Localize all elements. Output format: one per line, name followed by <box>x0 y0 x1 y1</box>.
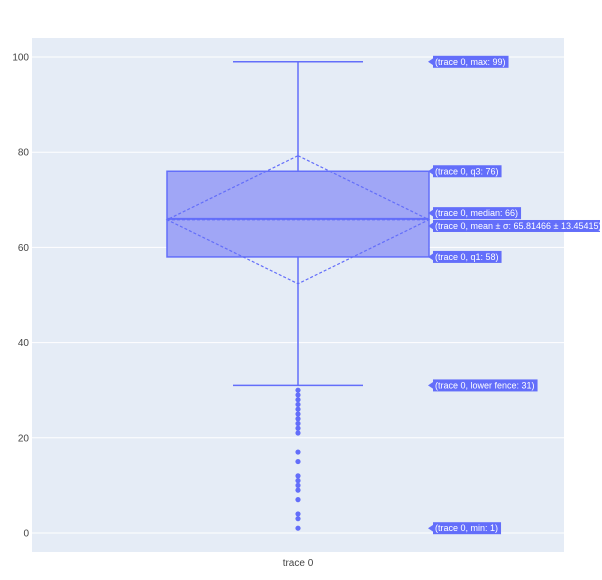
hover-label-box <box>433 165 502 178</box>
hover-label-pointer <box>428 524 434 533</box>
outlier-point <box>295 478 301 484</box>
outlier-point <box>295 516 301 522</box>
outlier-point <box>295 430 301 436</box>
outlier-point <box>295 397 301 403</box>
outlier-point <box>295 525 301 531</box>
outlier-point <box>295 473 301 479</box>
hover-label-box <box>433 207 522 220</box>
y-tick-label: 100 <box>12 53 29 64</box>
hover-label-pointer <box>428 167 434 176</box>
y-axis-ticks: 0 20 40 60 80 100 <box>12 53 29 540</box>
hover-label-box <box>433 522 502 535</box>
hover-label: (trace 0, q1: 58) <box>428 250 502 263</box>
y-tick-label: 60 <box>18 243 30 254</box>
hover-label-box <box>433 55 509 68</box>
x-tick-label: trace 0 <box>283 558 314 569</box>
outlier-point <box>295 449 301 455</box>
hover-label-text: (trace 0, median: 66) <box>435 208 518 218</box>
hover-label: (trace 0, mean ± σ: 65.81466 ± 13.45415) <box>428 219 602 232</box>
hover-label-text: (trace 0, min: 1) <box>435 523 498 533</box>
outlier-point <box>295 497 301 503</box>
hover-label-box <box>433 219 600 232</box>
outlier-point <box>295 511 301 517</box>
hover-label-text: (trace 0, q1: 58) <box>435 252 499 262</box>
outlier-point <box>295 387 301 393</box>
hover-label-pointer <box>428 252 434 261</box>
outlier-point <box>295 482 301 488</box>
hover-label: (trace 0, min: 1) <box>428 522 502 535</box>
hover-label: (trace 0, lower fence: 31) <box>428 379 538 392</box>
hover-label: (trace 0, q3: 76) <box>428 165 502 178</box>
hover-label-pointer <box>428 381 434 390</box>
hover-label-box <box>433 250 502 263</box>
outlier-point <box>295 401 301 408</box>
hover-label: (trace 0, max: 99) <box>428 55 509 68</box>
y-tick-label: 20 <box>18 433 30 444</box>
outlier-point <box>295 392 301 398</box>
hover-label-box <box>433 379 538 392</box>
outlier-point <box>295 458 301 465</box>
hover-label-pointer <box>428 209 434 218</box>
hover-label-text: (trace 0, lower fence: 31) <box>435 380 535 390</box>
hover-label-pointer <box>428 57 434 66</box>
hover-label: (trace 0, median: 66) <box>428 207 522 220</box>
hover-label-text: (trace 0, max: 99) <box>435 57 506 67</box>
outlier-point <box>295 416 301 422</box>
outlier-point <box>295 411 301 417</box>
hover-label-text: (trace 0, q3: 76) <box>435 166 499 176</box>
outlier-point <box>295 487 301 493</box>
box-trace <box>165 61 431 387</box>
y-tick-label: 0 <box>23 528 29 539</box>
y-tick-label: 80 <box>18 148 30 159</box>
y-tick-label: 40 <box>18 338 30 349</box>
outlier-points <box>295 387 301 531</box>
iqr-box <box>166 170 430 258</box>
hover-labels: (trace 0, max: 99) (trace 0, q3: 76) (trac… <box>428 55 602 535</box>
hover-label-pointer <box>428 221 434 230</box>
outlier-point <box>295 425 301 431</box>
hover-label-text: (trace 0, mean ± σ: 65.81466 ± 13.45415) <box>435 221 602 231</box>
outlier-point <box>295 406 301 412</box>
outlier-point <box>295 420 301 427</box>
